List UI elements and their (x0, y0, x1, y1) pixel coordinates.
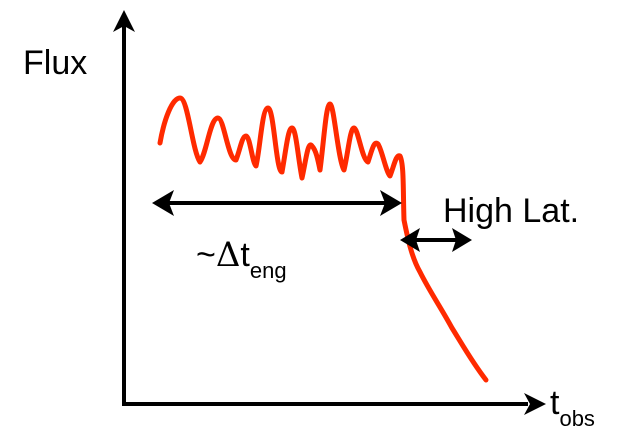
engine-label-main: t (240, 236, 250, 274)
engine-duration-arrow-left-head (152, 190, 174, 216)
high-latitude-arrow-right-head (452, 228, 472, 252)
x-axis-label-main: t (550, 384, 560, 422)
engine-duration-label: ~Δteng (196, 235, 287, 283)
engine-label-delta: Δ (216, 235, 241, 275)
x-axis-label-subscript: obs (559, 406, 594, 431)
light-curve (157, 95, 489, 383)
engine-label-prefix: ~ (196, 236, 216, 274)
x-axis-arrowhead (524, 393, 546, 415)
y-axis-label: Flux (23, 44, 87, 82)
high-latitude-arrow-left-head (400, 228, 420, 252)
x-axis-label: tobs (550, 384, 595, 431)
engine-duration-arrow-right-head (380, 190, 402, 216)
engine-label-subscript: eng (250, 258, 287, 283)
y-axis-arrowhead (113, 10, 135, 32)
high-latitude-label: High Lat. (443, 192, 579, 230)
